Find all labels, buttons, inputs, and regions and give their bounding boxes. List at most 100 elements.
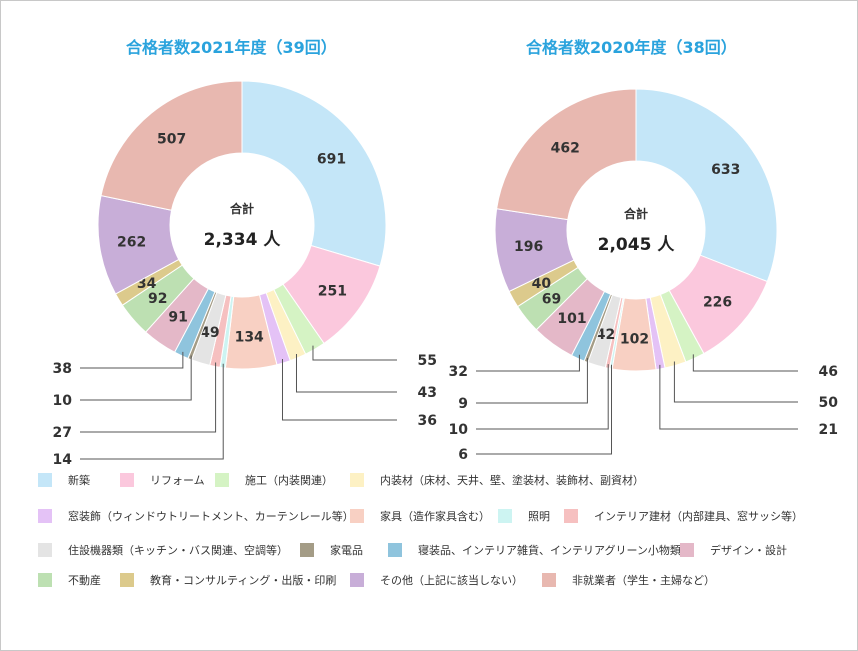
data-label-2: 55 [418,353,437,369]
leader-line-4 [281,359,397,421]
legend-swatch [215,473,229,487]
legend-label: 窓装飾（ウィンドウトリートメント、カーテンレール等） [68,510,354,523]
legend-item-8: 住設機器類（キッチン・バス関連、空調等） [38,542,288,558]
legend-swatch [350,573,364,587]
legend-item-11: デザイン・設計 [680,542,787,558]
legend: 新築 リフォーム 施工（内装関連） 内装材（床材、天井、壁、塗装材、装飾材、副資材） 窓… [38,472,838,592]
data-label-7: 27 [53,425,72,441]
data-label-14: 196 [514,239,543,255]
leader-line-7 [476,364,609,430]
chart-title-2020: 合格者数2020年度（38回） [526,38,737,57]
chart-title-2021: 合格者数2021年度（39回） [126,38,337,57]
legend-swatch [120,573,134,587]
legend-swatch [388,543,402,557]
data-label-9: 10 [53,393,73,409]
data-label-8: 42 [596,327,615,343]
legend-item-10: 寝装品、インテリア雑貨、インテリアグリーン小物類 [388,542,681,558]
legend-item-12: 不動産 [38,572,101,588]
leader-line-7 [80,362,217,433]
data-label-4: 36 [418,413,437,429]
legend-item-9: 家電品 [300,542,363,558]
data-label-10: 38 [53,361,72,377]
data-label-15: 462 [551,141,580,157]
data-label-3: 43 [418,385,437,401]
legend-label: 家具（造作家具含む） [380,510,490,523]
leader-line-3 [673,361,798,403]
data-label-11: 91 [168,309,187,325]
leader-line-6 [80,363,224,460]
legend-swatch [300,543,314,557]
legend-item-2: 施工（内装関連） [215,472,333,488]
legend-item-0: 新築 [38,472,90,488]
slice-15 [100,80,243,211]
slice-0 [241,80,387,267]
data-label-8: 49 [200,325,219,341]
data-label-13: 40 [532,276,552,292]
data-label-1: 251 [318,283,347,299]
legend-label: 非就業者（学生・主婦など） [572,574,715,587]
data-label-1: 226 [703,295,732,311]
data-label-3: 50 [819,395,839,411]
legend-label: 寝装品、インテリア雑貨、インテリアグリーン小物類 [418,544,681,557]
data-label-4: 21 [819,422,838,438]
legend-swatch [350,509,364,523]
legend-swatch [120,473,134,487]
data-label-0: 691 [317,151,346,167]
legend-label: デザイン・設計 [710,544,787,557]
legend-swatch [38,543,52,557]
legend-label: 内装材（床材、天井、壁、塗装材、装飾材、副資材） [380,474,644,487]
legend-item-5: 家具（造作家具含む） [350,508,490,524]
legend-label: 家電品 [330,544,363,557]
center-total: 2,334 人 [204,230,282,250]
legend-item-6: 照明 [498,508,550,524]
legend-label: 施工（内装関連） [245,474,333,487]
leader-line-9 [80,355,192,401]
data-label-6: 14 [53,452,73,468]
legend-item-4: 窓装飾（ウィンドウトリートメント、カーテンレール等） [38,508,354,524]
leader-line-4 [659,364,798,430]
legend-label: リフォーム [150,474,205,487]
leader-line-2 [692,354,798,372]
data-label-11: 101 [557,311,586,327]
legend-label: 教育・コンサルティング・出版・印刷 [150,574,337,587]
data-label-9: 9 [458,396,468,412]
data-label-2: 46 [819,364,838,380]
center-total: 2,045 人 [598,235,676,255]
legend-swatch [680,543,694,557]
data-label-10: 32 [449,364,468,380]
legend-item-3: 内装材（床材、天井、壁、塗装材、装飾材、副資材） [350,472,644,488]
data-label-12: 92 [148,291,167,307]
leader-line-10 [80,351,184,369]
center-label: 合計 [230,201,254,216]
legend-swatch [38,473,52,487]
legend-label: 不動産 [68,574,101,587]
legend-swatch [38,509,52,523]
leader-line-10 [476,354,580,372]
legend-label: 照明 [528,510,550,523]
slice-15 [496,88,637,221]
legend-swatch [564,509,578,523]
legend-item-1: リフォーム [120,472,205,488]
donut-chart-2021: 6912515543361341427491038919234262507合計2… [53,80,437,468]
legend-item-15: 非就業者（学生・主婦など） [542,572,715,588]
legend-item-13: 教育・コンサルティング・出版・印刷 [120,572,336,588]
leader-line-2 [312,345,397,361]
legend-item-7: インテリア建材（内部建具、窓サッシ等） [564,508,803,524]
slice-0 [635,88,778,283]
data-label-0: 633 [711,162,740,178]
leader-line-3 [295,353,397,393]
legend-swatch [38,573,52,587]
leader-line-9 [476,358,588,404]
legend-swatch [350,473,364,487]
data-label-12: 69 [542,291,561,307]
data-label-14: 262 [117,234,146,250]
data-label-7: 10 [449,422,469,438]
center-label: 合計 [624,206,648,221]
legend-label: 住設機器類（キッチン・バス関連、空調等） [68,544,288,557]
legend-label: インテリア建材（内部建具、窓サッシ等） [594,510,803,523]
legend-label: 新築 [68,474,90,487]
data-label-5: 102 [620,332,649,348]
legend-item-14: その他（上記に該当しない） [350,572,523,588]
